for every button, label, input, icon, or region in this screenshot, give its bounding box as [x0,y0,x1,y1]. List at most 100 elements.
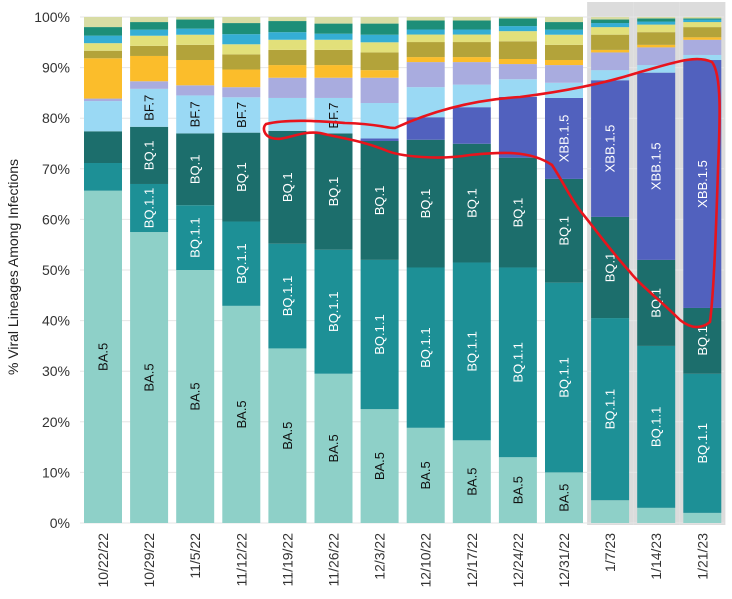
y-tick-label: 10% [42,464,70,480]
bar-segment-bn-1 [498,64,537,80]
x-tick-label: 1/14/23 [648,533,664,580]
bar-segment-ba-4-6 [545,60,583,66]
y-tick-label: 50% [42,262,70,278]
bar-segment-misc [683,17,722,19]
bar-segment-ba-2-75-2 [314,33,353,40]
segment-label: BA.5 [326,434,341,462]
bar-segment-bn-1 [683,39,722,55]
bar-segment-ba-5 [498,457,537,523]
bar-segment-xbb-1-5 [498,96,537,158]
bar-segment-misc [406,17,445,21]
bar-segment-other [314,39,353,50]
bar-segment-ba-4-6 [637,44,676,48]
bar-segment-ba-2-75-2 [222,34,261,45]
bar-segment-xbb-1-5 [406,117,445,140]
x-tick-label: 11/5/22 [187,533,203,579]
segment-label: BQ.1 [142,141,157,171]
segment-label: BQ.1 [188,154,203,184]
bar-segment-xbb-1-5 [452,107,491,144]
bar-segment-misc [130,17,169,23]
segment-label: BQ.1.1 [188,217,203,257]
segment-label: BQ.1.1 [603,389,618,429]
bar-segment-other [222,44,261,55]
bar-segment-bq-1 [498,157,537,268]
segment-label: BA.5 [96,343,111,371]
bar-segment-bq-1-1 [268,243,307,349]
segment-label: BA.5 [234,400,249,428]
y-tick-label: 90% [42,60,70,76]
y-tick-label: 40% [42,313,70,329]
bar-segment-misc [637,17,676,19]
segment-label: BA.5 [464,468,479,496]
bar-segment-bn-1 [222,87,261,98]
bar-segment-bn-1 [545,65,583,83]
bar-segment-ba-2-75 [452,42,491,58]
bar-segment-other [176,34,215,45]
bar-segment-ba-4-6 [406,57,445,63]
bar-segment-bq-1 [176,133,215,206]
bar-segment-bq-1-1 [637,345,676,508]
bar-segment-bq-1 [452,143,491,263]
bar-segment-bf-7 [637,65,676,73]
x-tick-label: 1/21/23 [694,533,710,580]
bar-segment-misc [360,17,399,24]
y-tick-label: 70% [42,161,70,177]
segment-labels: BA.5 BA.5 BA.5 BA.5 BA.5 BA.5 BA.5 BA.5 BA.5 BA.5… [96,95,710,512]
bar-segment-ba-4-6 [591,49,630,53]
bar-segment-ba-5 [130,232,169,524]
segment-label: BQ.1 [557,216,572,246]
segment-label: BA.5 [142,363,157,391]
segment-label: BQ.1.1 [234,243,249,283]
bar-segment-bq-1 [637,259,676,346]
bar-segment-ba-4-6 [130,55,169,82]
bar-segment-bq-1 [84,131,122,164]
y-tick-label: 20% [42,414,70,430]
segment-label: BF.7 [142,95,157,121]
bar-segment-other [84,43,122,51]
y-axis-label: % Viral Lineages Among Infections [5,159,21,375]
x-tick-label: 11/26/22 [326,533,342,587]
segment-label: BQ.1.1 [649,407,664,447]
bar-segment-bq-1 [683,307,722,374]
bar-segment-ba-4-6 [176,60,215,86]
segment-label: BA.5 [418,461,433,489]
bar-segment-bq-1-1 [222,221,261,306]
segment-label: XBB.1.5 [557,115,572,163]
bar-segment-bq-1 [406,139,445,268]
segment-label: XBB.1.5 [603,125,618,173]
bar-segment-bq-1-1-sub [545,22,583,30]
bar-segment-misc [452,17,491,21]
segment-label: BQ.1 [695,326,710,356]
x-tick-label: 12/3/22 [372,533,388,580]
bar-segment-ba-2-75 [683,27,722,38]
bar-segment-bf-7 [314,97,353,134]
bar-segment-ba-2-75 [591,34,630,50]
bar-segment-bq-1 [360,140,399,260]
x-tick-label: 10/22/22 [95,533,111,588]
bar-segment-bq-1 [545,178,583,283]
bar-segment-ba-2-75 [268,49,307,66]
bar-segment-bn-1 [314,77,353,98]
bar-segment-ba-2-75 [222,54,261,70]
bar-segment-bq-1-1-sub [452,20,491,30]
bar-segment-ba-4-6 [498,58,537,65]
bar-segment-misc [498,17,537,19]
bar-segment-other [406,34,445,43]
segment-label: BQ.1 [510,198,525,228]
bar-segment-ba-2-75-2 [683,19,722,23]
bar-segment-bf-7 [683,54,722,61]
segment-label: BQ.1 [418,189,433,219]
bar-segment-bn-1 [130,81,169,89]
bar-segment-other [130,35,169,46]
bar-segment-bn-1 [591,52,630,71]
bar-segment-ba-4-6 [360,70,399,78]
segment-label: BF.7 [326,103,341,129]
bar-segment-bq-1-1 [84,163,122,191]
bar-segment-bq-1-1-sub [498,18,537,27]
segment-label: BF.7 [234,102,249,128]
bar-segment-ba-4-6 [452,57,491,63]
bar-segment-bq-1-1 [360,259,399,410]
bar-segment-ba-5 [176,270,215,523]
bar-segment-bq-1-1 [498,267,537,458]
